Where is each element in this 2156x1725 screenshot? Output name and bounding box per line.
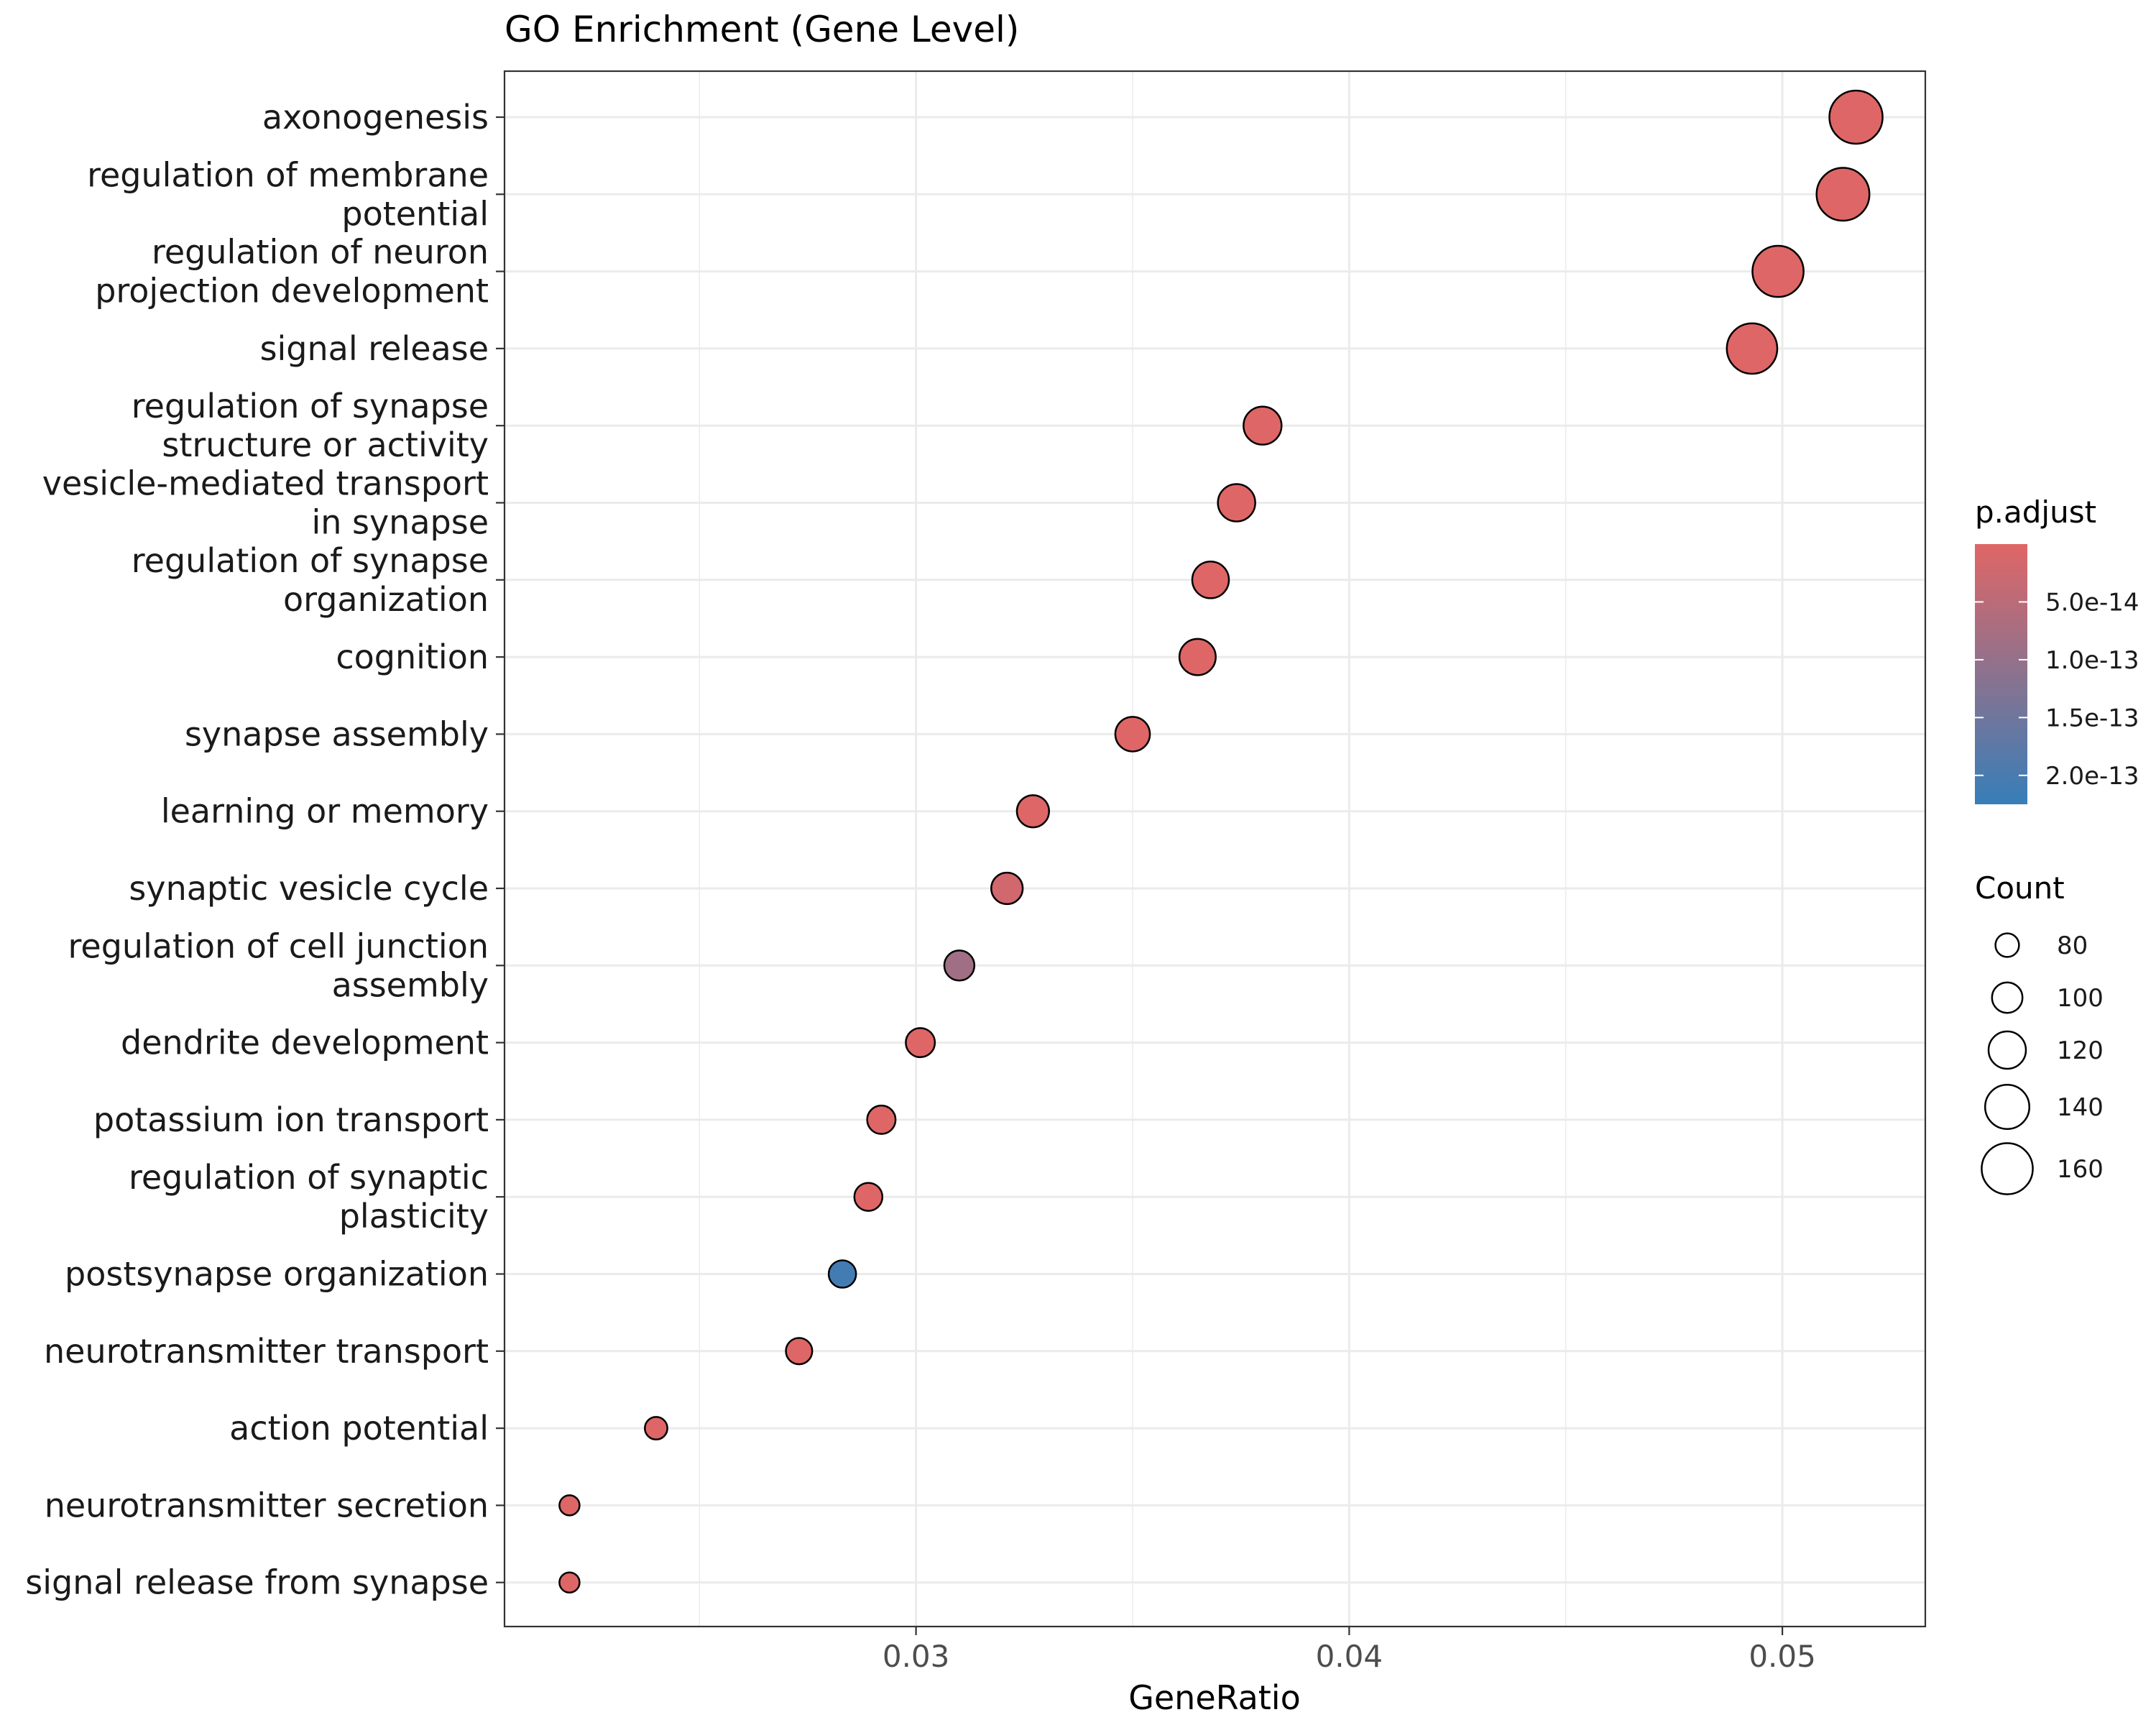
y-tick-label: regulation of neuron <box>152 233 489 272</box>
data-point <box>785 1337 814 1366</box>
y-tick-label: plasticity <box>339 1197 489 1236</box>
y-tick-label: vesicle-mediated transport <box>42 464 489 503</box>
size-legend-circle <box>1981 1142 2034 1195</box>
size-legend-circle <box>1991 981 2024 1014</box>
data-point <box>1178 638 1217 676</box>
y-tick-label: dendrite development <box>121 1024 489 1062</box>
y-tick-label: signal release from synapse <box>25 1563 489 1602</box>
data-point <box>1114 716 1151 753</box>
y-tick-label: neurotransmitter secretion <box>45 1486 489 1524</box>
size-legend-circle <box>1987 1030 2027 1070</box>
color-legend-tick-label: 1.5e-13 <box>2045 704 2139 732</box>
y-tick-label: neurotransmitter transport <box>44 1332 489 1371</box>
size-legend-label: 120 <box>2057 1036 2104 1065</box>
data-point <box>1217 483 1256 523</box>
data-points <box>558 89 1884 1593</box>
x-tick-label: 0.05 <box>1749 1639 1816 1674</box>
data-point <box>853 1182 884 1212</box>
y-tick-label: organization <box>283 580 489 619</box>
color-legend-tick-label: 1.0e-13 <box>2045 646 2139 675</box>
size-legend-circle <box>1984 1083 2031 1131</box>
y-tick-label: regulation of membrane <box>87 155 489 194</box>
y-tick-label: projection development <box>95 272 489 310</box>
y-axis: axonogenesis regulation of membranepotent… <box>25 98 505 1602</box>
data-point <box>990 871 1024 906</box>
data-point <box>1828 89 1884 145</box>
data-point <box>1815 167 1871 222</box>
size-legend-label: 160 <box>2057 1155 2104 1184</box>
data-point <box>866 1104 897 1135</box>
y-tick-label: regulation of synaptic <box>129 1158 489 1197</box>
color-legend: p.adjust 5.0e-14 1.0e-13 1.5e-13 2.0e-13 <box>1975 494 2139 804</box>
y-tick-label: cognition <box>336 638 489 676</box>
x-tick-label: 0.03 <box>883 1639 950 1674</box>
size-legend-title: Count <box>1975 870 2065 906</box>
y-tick-label: assembly <box>332 965 489 1004</box>
y-tick-label: potential <box>341 194 489 233</box>
data-point <box>1191 561 1230 599</box>
color-legend-tick-label: 2.0e-13 <box>2045 762 2139 791</box>
y-tick-label: regulation of cell junction <box>68 926 489 965</box>
y-tick-label: axonogenesis <box>262 98 489 137</box>
y-tick-label: learning or memory <box>161 792 489 831</box>
data-point <box>558 1571 581 1593</box>
y-tick-label: synaptic vesicle cycle <box>129 869 489 908</box>
x-axis: 0.03 0.04 0.05 <box>883 1627 1816 1674</box>
y-tick-label: in synapse <box>311 503 489 542</box>
data-point <box>1243 405 1283 446</box>
size-legend-label: 140 <box>2057 1093 2104 1122</box>
data-point <box>827 1259 857 1289</box>
size-legend-label: 80 <box>2057 932 2088 960</box>
y-tick-label: structure or activity <box>162 426 489 464</box>
data-point <box>1015 794 1050 829</box>
size-legend: Count 80 100 120 140 160 <box>1975 870 2104 1195</box>
chart-title: GO Enrichment (Gene Level) <box>505 9 1019 50</box>
size-legend-circle <box>1994 932 2020 958</box>
data-point <box>905 1027 936 1059</box>
panel-border <box>503 70 1927 1628</box>
data-point <box>644 1416 668 1441</box>
x-axis-title: GeneRatio <box>1128 1678 1301 1717</box>
y-tick-label: regulation of synapse <box>132 541 489 580</box>
data-point <box>943 949 976 982</box>
y-tick-label: action potential <box>229 1409 489 1448</box>
data-point <box>558 1494 581 1517</box>
y-tick-label: postsynapse organization <box>65 1255 489 1294</box>
y-tick-label: potassium ion transport <box>93 1100 489 1139</box>
grid-lines <box>505 71 1925 1627</box>
size-legend-items: 80 100 120 140 160 <box>1981 932 2104 1195</box>
y-tick-label: synapse assembly <box>185 714 489 753</box>
color-legend-title: p.adjust <box>1975 494 2096 530</box>
data-point <box>1751 244 1805 298</box>
y-tick-label: regulation of synapse <box>132 387 489 426</box>
color-legend-tick-label: 5.0e-14 <box>2045 588 2139 617</box>
data-point <box>1726 322 1779 375</box>
color-legend-ticks: 5.0e-14 1.0e-13 1.5e-13 2.0e-13 <box>1975 588 2139 791</box>
size-legend-label: 100 <box>2057 984 2104 1013</box>
color-legend-bar <box>1975 544 2027 804</box>
x-tick-label: 0.04 <box>1316 1639 1383 1674</box>
y-tick-label: signal release <box>260 329 489 368</box>
